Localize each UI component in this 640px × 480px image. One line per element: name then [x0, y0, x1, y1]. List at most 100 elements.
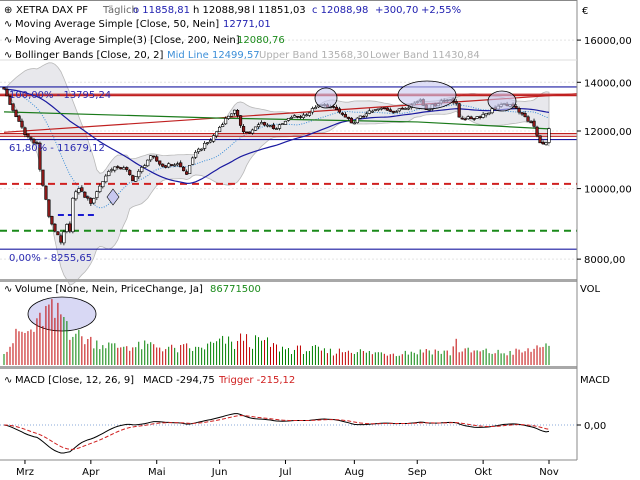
candle	[400, 107, 404, 110]
candle	[56, 231, 60, 236]
candle	[98, 185, 102, 192]
trend-line[interactable]	[3, 93, 578, 133]
price-tick-label: 14000,00	[584, 78, 632, 89]
price-axis[interactable]: € VOL MACD 0,00 16000,00 14000,00 12000,00…	[577, 6, 632, 432]
ma50-value: 12771,01	[223, 19, 271, 30]
month-label: Aug	[345, 467, 365, 478]
candle	[119, 167, 123, 170]
drawing-annotations[interactable]	[27, 80, 517, 332]
highlight-ellipse[interactable]	[397, 80, 457, 110]
candle	[454, 101, 458, 104]
change-percent: +2,55%	[421, 5, 461, 16]
candle	[304, 114, 309, 117]
candle	[271, 124, 276, 129]
candle	[490, 108, 494, 114]
price-tick-label: 10000,00	[584, 185, 632, 196]
month-label: Jul	[278, 467, 291, 478]
candle	[206, 142, 210, 144]
candle	[469, 116, 473, 120]
time-axis[interactable]: Mrz Apr Mai Jun Jul Aug Sep Okt Nov	[16, 460, 559, 478]
candle	[517, 108, 521, 113]
candle	[8, 95, 12, 105]
candle	[259, 122, 264, 125]
month-label: Mai	[148, 467, 166, 478]
candle	[379, 107, 383, 110]
candle	[427, 109, 431, 111]
volume-label[interactable]: Volume [None, Nein, PriceChange, Ja]	[15, 284, 203, 295]
candle	[23, 127, 27, 136]
candle	[80, 187, 84, 192]
candle	[170, 164, 174, 166]
highlight-diamond[interactable]	[106, 188, 120, 206]
currency-label: €	[582, 6, 588, 17]
candle	[520, 112, 524, 115]
ma200-line	[3, 111, 550, 130]
fib-0-label: 0,00% - 8255,65	[9, 253, 92, 264]
indicator-icon: ∿	[4, 50, 12, 61]
panel-splitter[interactable]	[0, 279, 577, 282]
candle	[74, 191, 78, 200]
candle	[301, 114, 306, 118]
macd-axis-label: MACD	[580, 375, 610, 386]
candle	[182, 166, 186, 172]
candle	[104, 175, 108, 183]
candle	[373, 109, 377, 111]
bollinger-label[interactable]: Bollinger Bands [Close, 20, 2]	[15, 50, 163, 61]
candle	[547, 128, 551, 143]
candle	[235, 110, 240, 116]
candle	[238, 115, 243, 126]
highlight-ellipse[interactable]	[314, 87, 338, 109]
candle	[340, 112, 344, 115]
symbol-name: XETRA DAX PF	[16, 5, 88, 16]
candle	[29, 137, 33, 140]
open-value: o 11858,81	[133, 5, 190, 16]
candle	[89, 198, 93, 204]
ma50-label[interactable]: Moving Average Simple [Close, 50, Nein]	[15, 19, 219, 30]
volume-highlight-ellipse[interactable]	[27, 296, 97, 332]
volume-axis-label: VOL	[580, 284, 601, 295]
panel-splitter[interactable]	[0, 366, 577, 369]
candle	[95, 191, 99, 198]
candle	[370, 110, 374, 113]
candle	[2, 87, 6, 90]
candle	[394, 111, 398, 113]
candle	[188, 165, 192, 174]
candle	[152, 155, 156, 158]
highlight-ellipse[interactable]	[487, 90, 517, 112]
candle	[50, 216, 54, 225]
macd-label[interactable]: MACD [Close, 12, 26, 9]	[15, 375, 134, 386]
candle	[131, 175, 135, 182]
candle	[256, 124, 261, 128]
candle	[11, 103, 15, 111]
candle	[191, 157, 195, 165]
candle	[20, 120, 24, 128]
candle	[107, 171, 111, 176]
bollinger-lower: Lower Band 11430,84	[370, 50, 480, 61]
candle	[5, 88, 9, 97]
candle	[232, 109, 237, 114]
candle	[367, 110, 371, 114]
candle	[155, 156, 159, 162]
candle	[385, 107, 389, 111]
month-label: Nov	[539, 467, 559, 478]
bollinger-bands	[3, 62, 550, 286]
candle	[92, 197, 96, 204]
price-tick-label: 8000,00	[584, 255, 625, 266]
ma200-label[interactable]: Moving Average Simple(3) [Close, 200, Ne…	[15, 35, 240, 46]
macd-value: MACD -294,75	[143, 375, 215, 386]
bollinger-mid-line	[3, 88, 550, 209]
candle	[391, 110, 395, 113]
candle	[140, 167, 144, 172]
candle	[161, 163, 165, 167]
candle	[265, 124, 270, 127]
candle	[116, 166, 120, 168]
horizontal-lines[interactable]	[0, 86, 578, 250]
month-label: Jun	[211, 467, 228, 478]
candle	[68, 223, 72, 232]
candle	[472, 118, 476, 120]
candle	[83, 191, 87, 198]
indicator-icon: ∿	[4, 35, 12, 46]
candle	[41, 169, 45, 186]
volume-value: 86771500	[210, 284, 261, 295]
